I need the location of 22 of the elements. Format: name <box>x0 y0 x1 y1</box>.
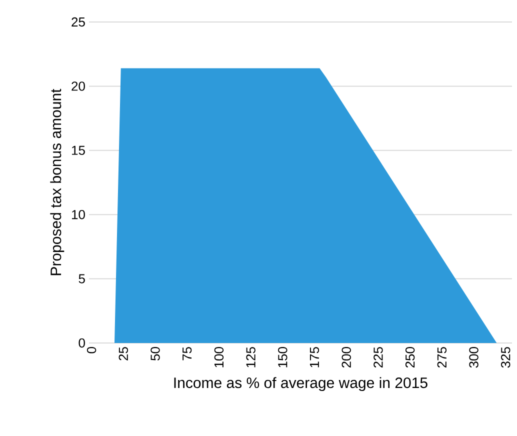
x-tick-label: 125 <box>246 347 256 368</box>
y-tick-label: 0 <box>78 338 85 348</box>
x-tick-label: 100 <box>214 347 224 368</box>
x-tick-label: 225 <box>374 347 383 368</box>
x-tick-label: 275 <box>437 347 447 368</box>
x-axis-title: Income as % of average wage in 2015 <box>174 377 428 392</box>
x-tick-label: 75 <box>182 347 192 360</box>
y-tick-label: 5 <box>78 274 85 284</box>
x-tick-label: 200 <box>342 347 351 368</box>
x-tick-label: 300 <box>469 347 478 368</box>
x-tick-label: 25 <box>118 347 128 360</box>
x-tick-label: 325 <box>501 347 510 368</box>
x-tick-label: 0 <box>86 347 96 354</box>
x-tick-label: 50 <box>150 347 160 360</box>
x-tick-label: 250 <box>405 347 415 368</box>
y-tick-label: 25 <box>72 17 85 27</box>
x-tick-label: 150 <box>278 347 288 368</box>
y-axis-title: Proposed tax bonus amount <box>50 88 64 276</box>
y-tick-label: 10 <box>72 210 85 220</box>
y-tick-label: 15 <box>72 146 85 155</box>
y-tick-label: 20 <box>72 82 85 91</box>
x-tick-label: 175 <box>310 347 320 368</box>
